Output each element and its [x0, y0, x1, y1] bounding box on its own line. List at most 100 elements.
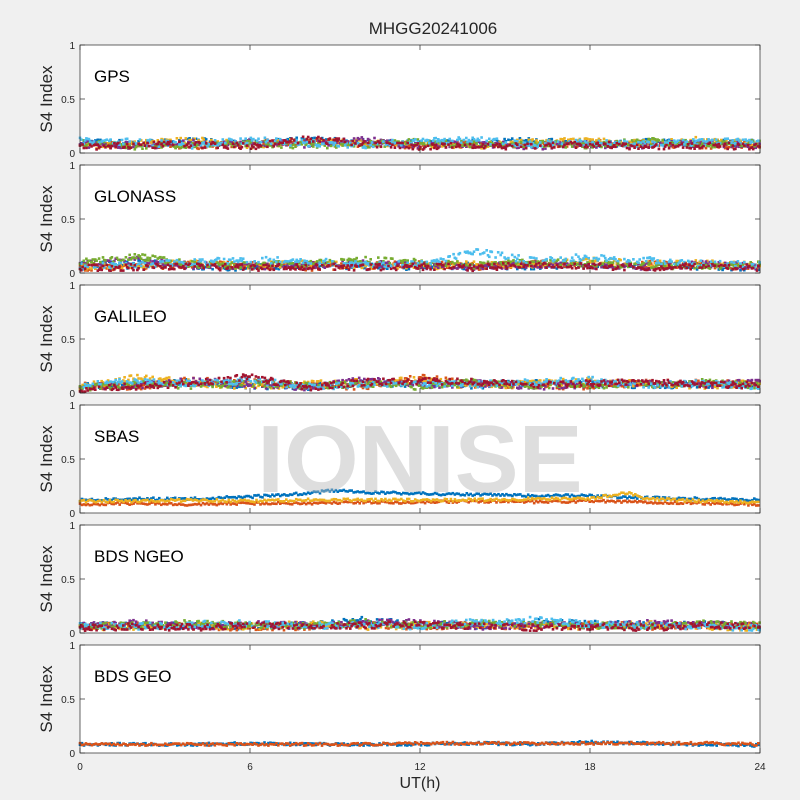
plot-area [80, 285, 760, 393]
data-point [393, 146, 397, 149]
data-point [751, 266, 755, 270]
data-point [164, 263, 167, 267]
data-point [433, 268, 436, 271]
data-point [685, 143, 689, 147]
data-point [532, 143, 536, 147]
data-point [357, 262, 361, 265]
data-point [315, 263, 319, 267]
data-point [114, 145, 117, 148]
data-point [675, 266, 678, 269]
data-point [142, 268, 145, 271]
data-point [355, 265, 358, 268]
data-point [600, 145, 603, 149]
data-point [653, 269, 657, 272]
data-point [468, 145, 472, 149]
data-point [440, 265, 444, 269]
data-point [85, 143, 88, 147]
data-point [146, 265, 149, 268]
data-point [124, 263, 128, 266]
data-point [364, 255, 367, 259]
data-point [495, 268, 499, 271]
data-point [527, 137, 531, 140]
data-point [303, 259, 306, 262]
data-point [437, 263, 440, 266]
data-point [663, 145, 667, 148]
data-point [272, 258, 276, 262]
data-point [347, 268, 351, 271]
data-point [382, 263, 385, 267]
data-point [428, 141, 431, 145]
data-point [746, 143, 750, 147]
data-point [206, 145, 209, 148]
data-point [576, 141, 579, 144]
data-point [216, 261, 219, 264]
data-point [410, 143, 413, 146]
data-point [263, 261, 267, 265]
data-point [226, 262, 230, 265]
data-point [133, 140, 137, 143]
data-point [466, 142, 469, 146]
data-point [663, 267, 667, 270]
data-point [499, 144, 502, 148]
data-point [451, 146, 454, 149]
data-point [551, 263, 555, 267]
data-point [544, 262, 547, 265]
data-point [184, 146, 188, 149]
data-point [95, 259, 98, 262]
data-point [634, 144, 638, 148]
data-point [452, 144, 455, 147]
data-point [646, 268, 649, 272]
data-point [95, 263, 98, 266]
data-point [262, 145, 265, 149]
data-point [539, 141, 542, 144]
data-point [374, 263, 378, 266]
data-point [133, 148, 137, 151]
data-point [285, 267, 288, 271]
data-point [602, 140, 606, 144]
data-point [355, 256, 358, 260]
data-point [722, 264, 726, 267]
data-point [97, 268, 101, 271]
data-point [454, 145, 458, 149]
data-point [443, 142, 446, 146]
data-point [591, 138, 594, 141]
data-point [268, 139, 272, 143]
data-point [125, 137, 129, 141]
data-point [239, 137, 242, 140]
data-point [87, 142, 91, 145]
data-point [496, 145, 500, 149]
data-point [468, 263, 472, 267]
data-point [453, 262, 457, 265]
data-point [167, 142, 171, 145]
data-point [588, 138, 592, 141]
data-point [437, 266, 440, 269]
data-point [528, 261, 532, 264]
data-point [753, 144, 756, 148]
data-point [407, 138, 411, 141]
data-point [239, 257, 242, 260]
data-point [416, 262, 420, 265]
data-point [743, 144, 746, 147]
data-point [530, 264, 533, 268]
data-point [341, 259, 344, 263]
data-point [706, 262, 709, 265]
data-point [266, 262, 269, 266]
data-point [689, 140, 692, 143]
data-point [630, 139, 634, 142]
data-point [398, 265, 402, 269]
data-point [505, 143, 509, 146]
data-point [545, 257, 548, 261]
data-point [458, 137, 462, 141]
data-point [119, 146, 123, 150]
data-point [689, 147, 692, 150]
data-point [104, 259, 107, 262]
data-point [480, 147, 483, 150]
data-point [198, 258, 202, 261]
data-point [396, 264, 399, 267]
data-point [584, 141, 588, 144]
data-point [425, 260, 429, 264]
data-point [574, 253, 578, 256]
data-point [442, 139, 445, 143]
data-point [735, 267, 738, 271]
y-tick-label: 1 [69, 41, 75, 52]
